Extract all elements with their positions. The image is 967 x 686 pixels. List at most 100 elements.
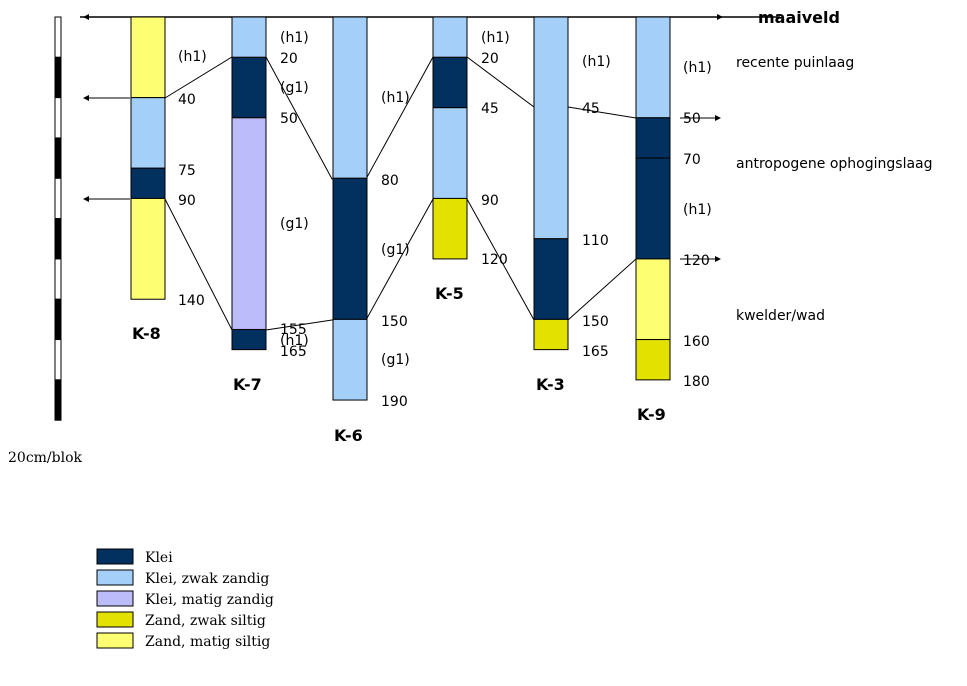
depth-label: 90 (481, 193, 499, 209)
depth-label: 40 (178, 92, 196, 108)
legend-label: Zand, zwak siltig (145, 613, 266, 629)
soil-code: (h1) (381, 90, 410, 106)
soil-layer (231, 56, 267, 119)
depth-label: 120 (481, 252, 508, 268)
soil-layer (130, 167, 166, 199)
depth-label: 45 (582, 101, 600, 117)
zone-boundary-arrows (83, 14, 723, 262)
soil-layer (533, 16, 569, 240)
borehole-column (332, 16, 368, 401)
borehole-name: K-7 (233, 375, 262, 394)
zone-label: recente puinlaag (736, 55, 854, 71)
depth-label: 45 (481, 101, 499, 117)
soil-code: (h1) (178, 49, 207, 65)
soil-layer (332, 16, 368, 179)
soil-code: (h1) (683, 60, 712, 76)
scale-block (54, 258, 62, 300)
soil-code: (g1) (280, 216, 309, 232)
borehole-name: K-9 (637, 405, 666, 424)
soil-code: (h1) (683, 202, 712, 218)
soil-layer (432, 197, 468, 260)
depth-labels: 40 75 90 140 20 50 155 165 80 150 190 20… (178, 51, 710, 410)
legend-label: Klei, matig zandig (145, 592, 274, 608)
soil-code: (h1) (582, 54, 611, 70)
borehole-names: K-8 K-7 K-6 K-5 K-3 K-9 (132, 284, 666, 445)
depth-label: 140 (178, 293, 205, 309)
soil-codes: (h1) (h1) (g1) (g1) (h1) (h1) (g1) (g1) … (178, 30, 712, 368)
soil-layer (332, 318, 368, 401)
soil-layer (533, 318, 569, 351)
legend-label: Zand, matig siltig (145, 634, 270, 650)
scale-block (54, 97, 62, 139)
scale-block (54, 339, 62, 381)
borehole-column (533, 16, 569, 351)
depth-label: 155 (280, 322, 307, 338)
scale-block (54, 298, 62, 341)
soil-layer (432, 56, 468, 109)
borehole-name: K-8 (132, 324, 161, 343)
borehole-column (432, 16, 468, 260)
depth-label: 165 (280, 344, 307, 360)
soil-layer (432, 16, 468, 58)
legend-swatch (96, 590, 134, 607)
soil-layer (533, 238, 569, 320)
soil-code: (g1) (381, 352, 410, 368)
soil-layer (432, 107, 468, 199)
depth-label: 50 (683, 111, 701, 127)
depth-label: 110 (582, 233, 609, 249)
borehole-name: K-5 (435, 284, 464, 303)
scale-block (54, 56, 62, 99)
depth-label: 150 (582, 314, 609, 330)
borehole-column (130, 16, 166, 300)
soil-code: (g1) (280, 80, 309, 96)
soil-layer (635, 157, 671, 260)
depth-label: 120 (683, 253, 710, 269)
soil-layer (635, 258, 671, 341)
legend-swatch (96, 569, 134, 586)
borehole-name: K-6 (334, 426, 363, 445)
soil-code: (h1) (280, 333, 309, 349)
depth-label: 20 (280, 51, 298, 67)
legend-label: Klei, zwak zandig (145, 571, 269, 587)
soil-layer (130, 97, 166, 169)
legend-swatch (96, 611, 134, 628)
borehole-column (231, 16, 267, 351)
borehole-columns (130, 16, 671, 401)
depth-scale-bar (54, 16, 62, 421)
depth-label: 70 (683, 152, 701, 168)
soil-layer (130, 197, 166, 300)
scale-block (54, 137, 62, 179)
surface-label: maaiveld (758, 8, 840, 27)
zone-label: antropogene ophogingslaag (736, 156, 933, 172)
soil-code: (h1) (481, 30, 510, 46)
soil-layer (635, 16, 671, 119)
scale-block (54, 177, 62, 220)
depth-label: 75 (178, 163, 196, 179)
zone-labels: recente puinlaag antropogene ophogingsla… (736, 55, 933, 324)
depth-label: 90 (178, 193, 196, 209)
soil-layer (332, 177, 368, 320)
borehole-name: K-3 (536, 375, 565, 394)
legend-swatch (96, 632, 134, 649)
depth-label: 160 (683, 334, 710, 350)
depth-label: 190 (381, 394, 408, 410)
legend-swatch (96, 548, 134, 565)
depth-label: 165 (582, 344, 609, 360)
scale-block (54, 379, 62, 421)
scale-caption: 20cm/blok (8, 450, 83, 466)
soil-layer (635, 117, 671, 159)
soil-layer (635, 339, 671, 381)
scale-block (54, 16, 62, 58)
scale-block (54, 218, 62, 260)
zone-label: kwelder/wad (736, 308, 825, 324)
borehole-column (635, 16, 671, 381)
depth-label: 20 (481, 51, 499, 67)
depth-label: 180 (683, 374, 710, 390)
soil-layer (231, 117, 267, 330)
soil-code: (g1) (381, 242, 410, 258)
depth-label: 150 (381, 314, 408, 330)
depth-label: 80 (381, 173, 399, 189)
soil-code: (h1) (280, 30, 309, 46)
legend: Klei Klei, zwak zandig Klei, matig zandig Z… (96, 548, 274, 650)
legend-label: Klei (145, 550, 173, 566)
